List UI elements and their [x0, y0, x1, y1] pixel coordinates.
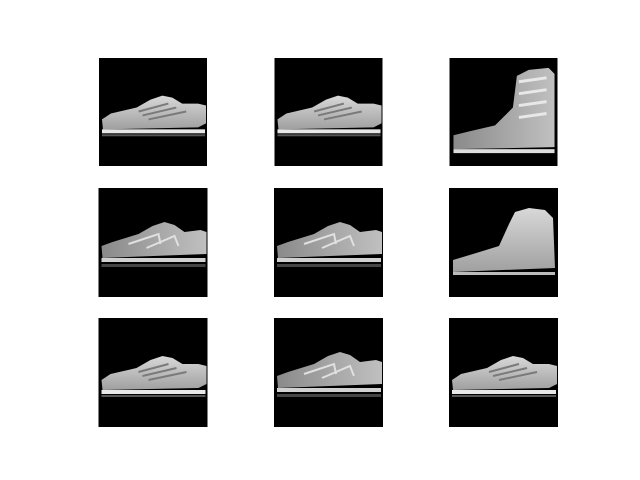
- image-tile: [449, 58, 558, 166]
- image-tile: [274, 318, 383, 427]
- image-tile: [98, 188, 208, 297]
- image-tile: [98, 318, 208, 427]
- image-tile: [449, 318, 558, 427]
- image-tile: [449, 188, 558, 297]
- image-tile: [274, 58, 383, 166]
- image-grid: [98, 58, 558, 427]
- image-tile: [98, 58, 208, 166]
- image-tile: [274, 188, 383, 297]
